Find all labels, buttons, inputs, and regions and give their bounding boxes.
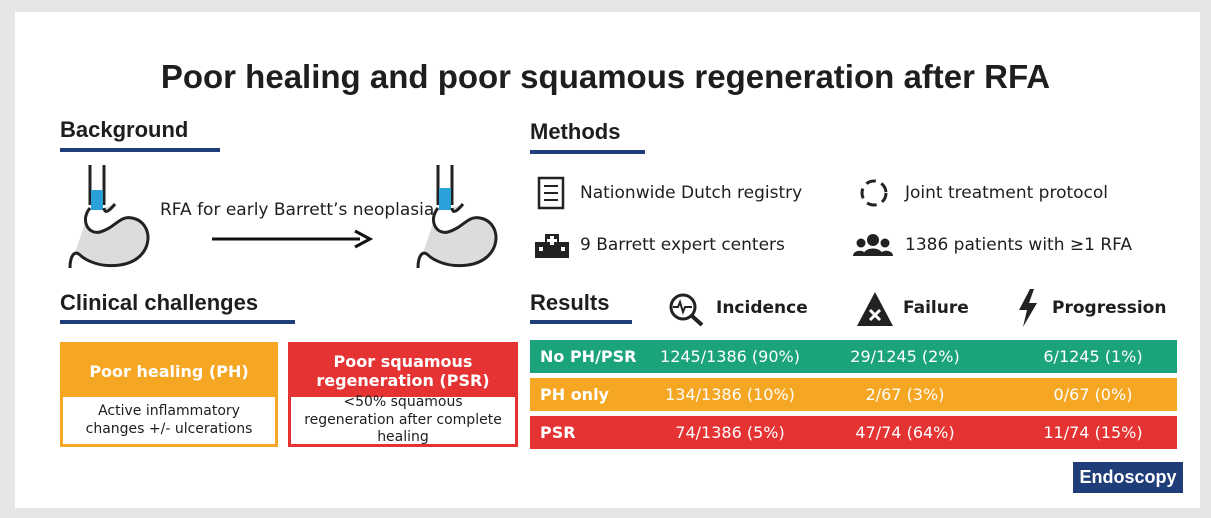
cell: 11/74 (15%)	[1003, 416, 1183, 449]
method-item: Nationwide Dutch registry	[580, 183, 802, 203]
underline	[530, 320, 632, 324]
challenge-title: Poor squamous regeneration (PSR)	[291, 345, 515, 397]
underline	[60, 320, 295, 324]
column-header: Incidence	[716, 298, 808, 318]
result-row: PH only 134/1386 (10%) 2/67 (3%) 0/67 (0…	[530, 378, 1177, 411]
column-header: Progression	[1052, 298, 1166, 318]
failure-icon	[855, 290, 895, 328]
underline	[530, 150, 645, 154]
row-label: PH only	[540, 378, 609, 411]
progression-icon	[1016, 288, 1040, 328]
section-heading: Methods	[530, 119, 620, 145]
registry-icon	[537, 176, 567, 210]
challenge-box: Poor healing (PH) Active inflammatory ch…	[60, 342, 278, 447]
arrow	[210, 228, 375, 250]
caption: RFA for early Barrett’s neoplasia	[160, 200, 434, 220]
cell: 6/1245 (1%)	[1003, 340, 1183, 373]
stomach-icon	[60, 160, 160, 275]
section-heading: Clinical challenges	[60, 290, 258, 316]
column-header: Failure	[903, 298, 969, 318]
underline	[60, 148, 220, 152]
challenge-description: Active inflammatory changes +/- ulcerati…	[63, 397, 275, 444]
method-item: Joint treatment protocol	[905, 183, 1108, 203]
result-row: No PH/PSR 1245/1386 (90%) 29/1245 (2%) 6…	[530, 340, 1177, 373]
method-item: 1386 patients with ≥1 RFA	[905, 235, 1132, 255]
cell: 74/1386 (5%)	[640, 416, 820, 449]
brand-logo: Endoscopy	[1073, 462, 1183, 493]
row-label: PSR	[540, 416, 576, 449]
infographic: Poor healing and poor squamous regenerat…	[0, 0, 1211, 518]
cell: 29/1245 (2%)	[815, 340, 995, 373]
section-heading: Background	[60, 117, 188, 143]
cell: 0/67 (0%)	[1003, 378, 1183, 411]
method-item: 9 Barrett expert centers	[580, 235, 785, 255]
cell: 134/1386 (10%)	[640, 378, 820, 411]
result-row: PSR 74/1386 (5%) 47/74 (64%) 11/74 (15%)	[530, 416, 1177, 449]
cell: 2/67 (3%)	[815, 378, 995, 411]
incidence-icon	[668, 292, 708, 328]
row-label: No PH/PSR	[540, 340, 636, 373]
section-heading: Results	[530, 290, 609, 316]
challenge-title: Poor healing (PH)	[63, 345, 275, 397]
cell: 1245/1386 (90%)	[640, 340, 820, 373]
cycle-icon	[858, 177, 890, 209]
stomach-icon	[408, 160, 508, 275]
cell: 47/74 (64%)	[815, 416, 995, 449]
challenge-description: <50% squamous regeneration after complet…	[291, 397, 515, 444]
challenge-box: Poor squamous regeneration (PSR) <50% sq…	[288, 342, 518, 447]
title: Poor healing and poor squamous regenerat…	[0, 58, 1211, 96]
hospital-icon	[533, 230, 571, 260]
people-icon	[853, 230, 893, 260]
